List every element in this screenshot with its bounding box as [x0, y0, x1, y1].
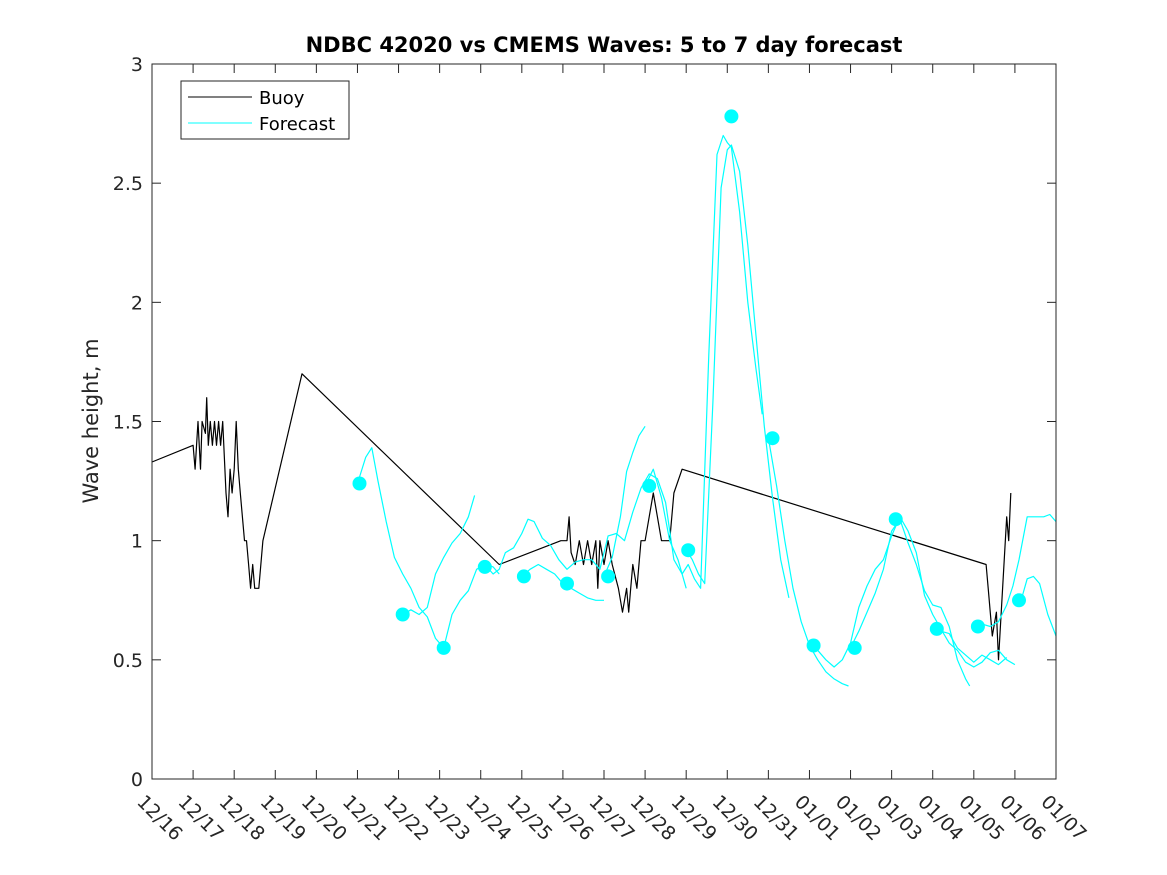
forecast-line-segment [849, 518, 971, 687]
forecast-point [765, 431, 780, 446]
axes-background [152, 64, 1056, 779]
forecast-line-segment [644, 468, 687, 589]
forecast-point [970, 619, 985, 634]
y-tick-label: 2 [131, 292, 143, 314]
y-tick-label: 2.5 [113, 173, 143, 195]
forecast-point [601, 569, 616, 584]
legend-box [180, 80, 350, 140]
forecast-line-segment [973, 513, 1057, 628]
plot-area: 12/1612/1712/1812/1912/2012/2112/2212/23… [113, 54, 1091, 845]
y-tick-label: 1 [131, 531, 143, 553]
series-layer [151, 109, 1057, 687]
forecast-point [642, 478, 657, 493]
y-axis-label: Wave height, m [79, 338, 103, 503]
forecast-point [847, 640, 862, 655]
forecast-point [1012, 593, 1026, 608]
y-tick-label: 0 [131, 769, 143, 791]
forecast-point [560, 576, 574, 591]
forecast-point [929, 621, 944, 636]
forecast-point [352, 476, 367, 491]
forecast-line-segment [356, 134, 763, 649]
buoy-line [151, 373, 1012, 661]
forecast-point [477, 559, 492, 574]
forecast-point [516, 569, 531, 584]
forecast-point [436, 640, 451, 655]
legend-label-buoy: Buoy [259, 88, 305, 109]
forecast-point [888, 512, 903, 527]
forecast-line-segment [932, 628, 1008, 666]
forecast-point [395, 607, 410, 622]
legend: Buoy Forecast [180, 80, 350, 140]
chart-title: NDBC 42020 vs CMEMS Waves: 5 to 7 day fo… [306, 33, 903, 57]
forecast-line-segment [402, 495, 476, 616]
y-tick-label: 3 [131, 54, 143, 76]
forecast-line-segment [685, 144, 790, 599]
y-tick-label: 0.5 [113, 650, 143, 672]
legend-label-forecast: Forecast [259, 114, 335, 135]
forecast-point [806, 638, 821, 653]
y-tick-label: 1.5 [113, 412, 143, 434]
forecast-line-segment [603, 425, 646, 577]
forecast-point [681, 543, 696, 558]
forecast-point [724, 109, 739, 124]
forecast-line-segment [809, 516, 1016, 668]
